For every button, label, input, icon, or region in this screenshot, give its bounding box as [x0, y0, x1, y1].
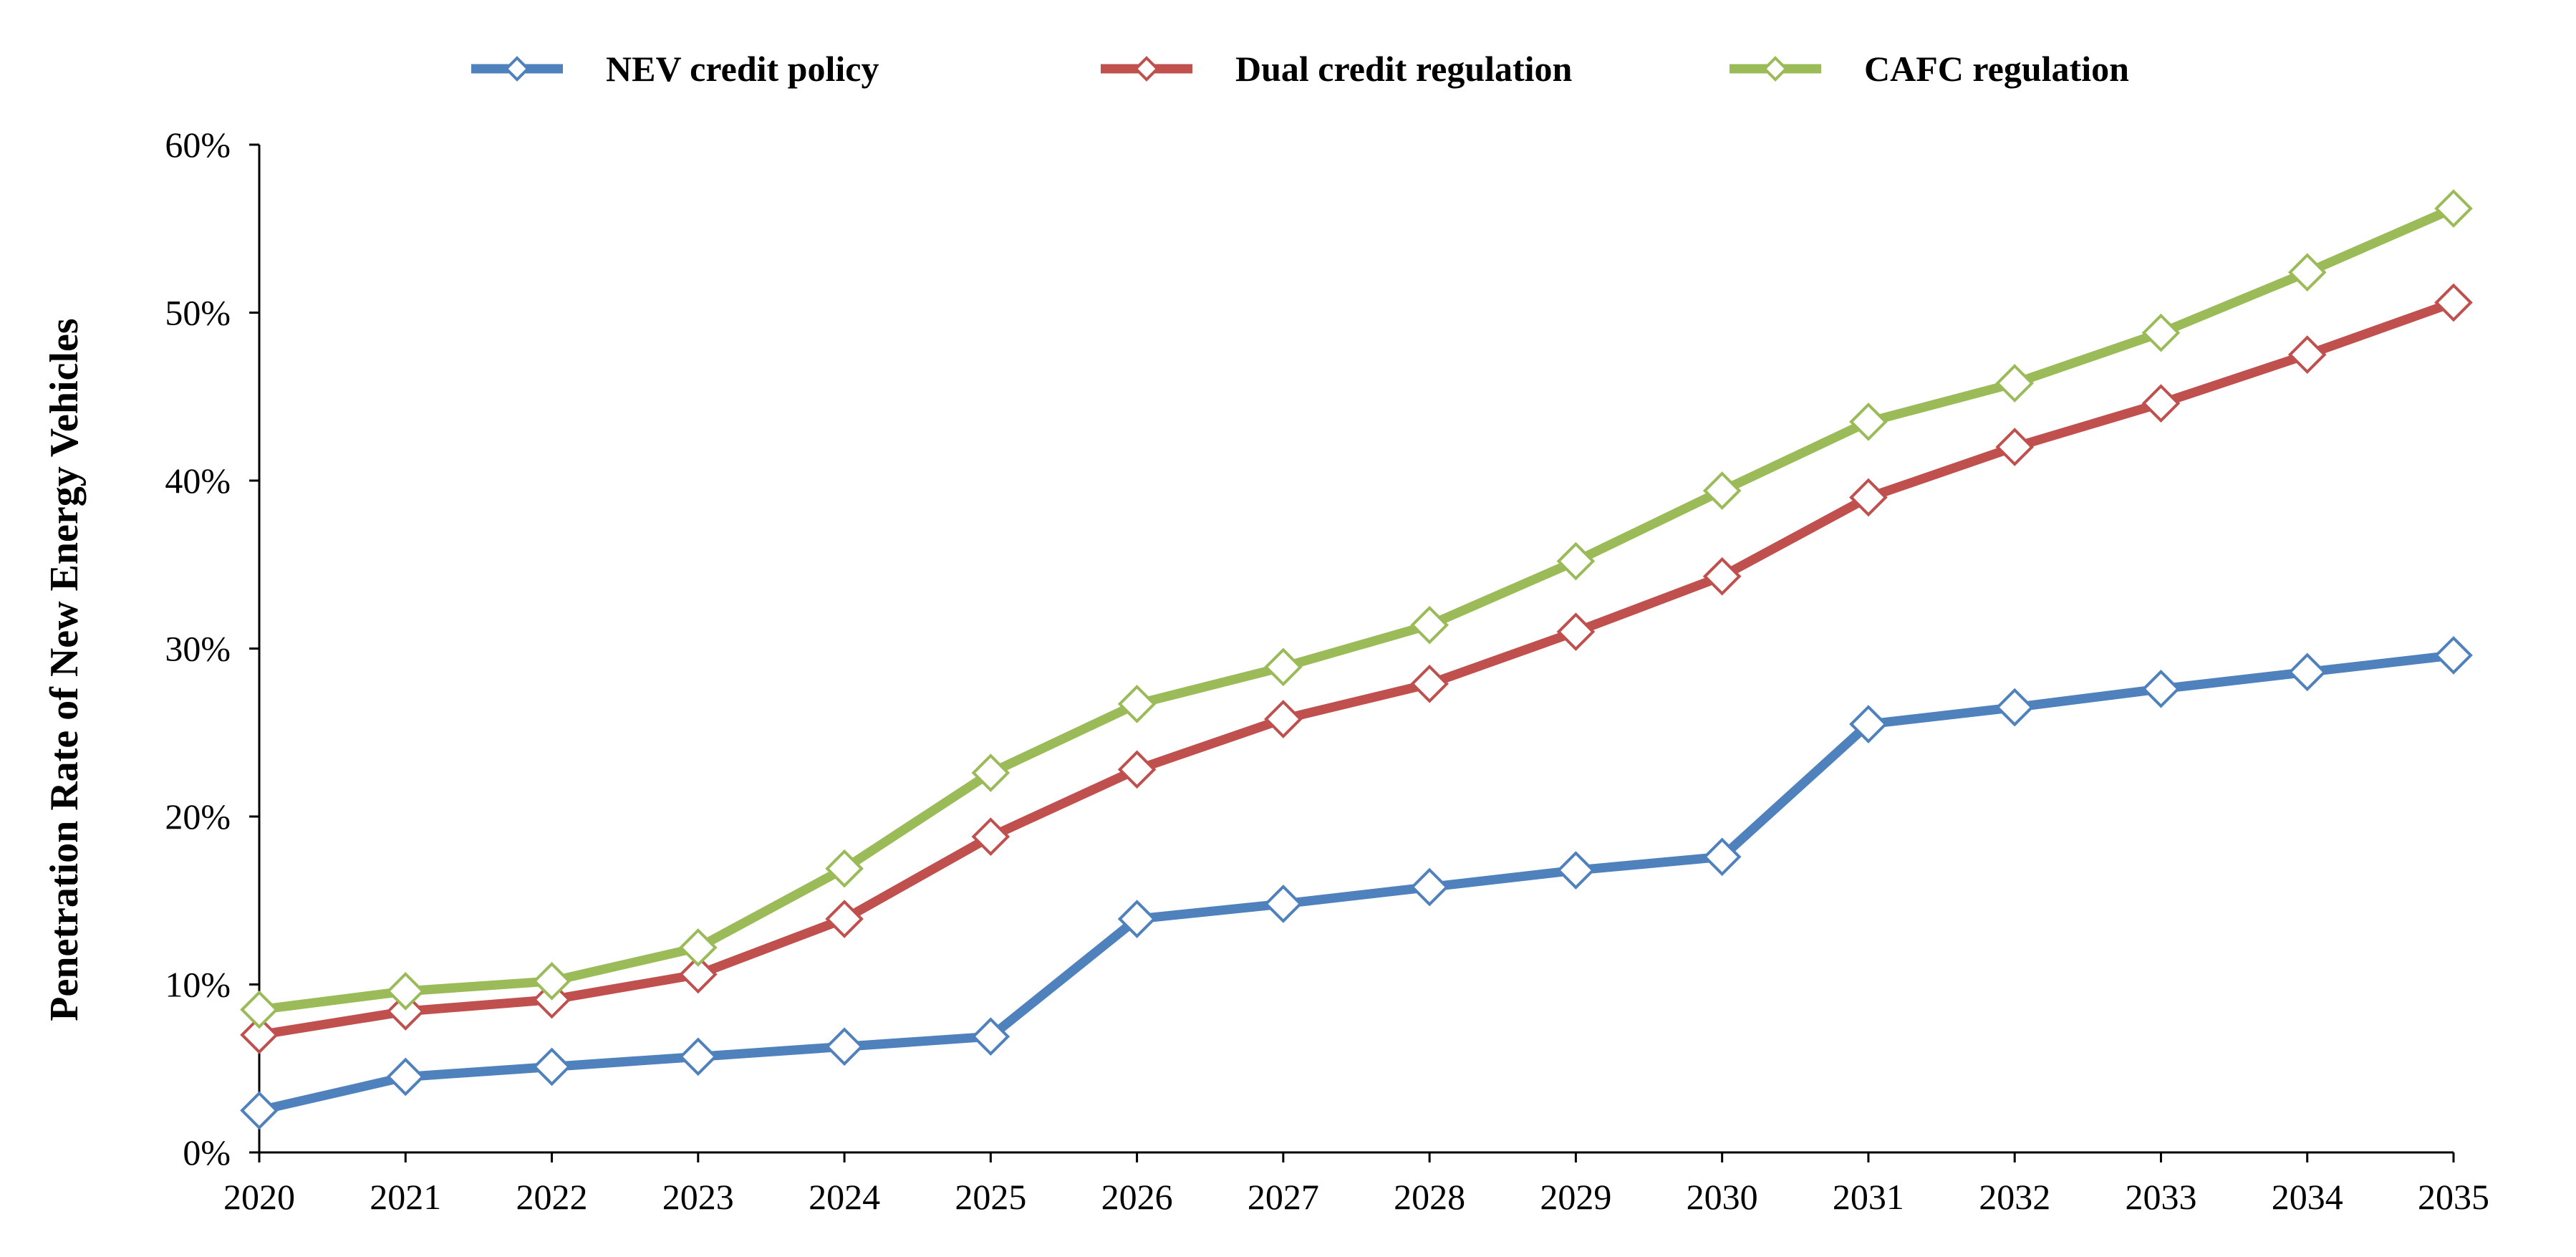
x-tick-label: 2034: [2272, 1177, 2343, 1217]
data-point-marker: [1995, 364, 2035, 403]
series-line: [258, 298, 2456, 1040]
series-layer: [240, 189, 2473, 1130]
x-tick-label: 2035: [2418, 1177, 2489, 1217]
data-point-marker: [1556, 851, 1596, 890]
data-point-marker: [1264, 885, 1303, 923]
data-point-marker: [1117, 900, 1157, 938]
data-point-marker: [1995, 428, 2035, 466]
data-point-marker: [1410, 664, 1449, 703]
y-tick-label: 50%: [165, 293, 231, 333]
legend-label: CAFC regulation: [1864, 49, 2129, 89]
data-point-marker: [532, 961, 571, 1001]
data-point-marker: [240, 990, 279, 1029]
data-point-marker: [1410, 867, 1449, 907]
legend-marker: [1762, 56, 1788, 82]
x-tick-label: 2025: [955, 1177, 1026, 1217]
x-tick-label: 2026: [1101, 1177, 1173, 1217]
y-tick-label: 10%: [165, 965, 231, 1005]
data-point-marker: [971, 1017, 1010, 1056]
data-point-marker: [2141, 384, 2181, 423]
data-point-marker: [532, 1047, 571, 1087]
series-1: [240, 636, 2473, 1130]
data-point-marker: [2434, 189, 2473, 228]
x-tick-label: 2020: [223, 1177, 295, 1217]
legend-label: NEV credit policy: [606, 49, 879, 89]
data-point-marker: [2287, 335, 2327, 374]
data-point-marker: [1556, 612, 1596, 651]
data-point-marker: [1702, 557, 1742, 596]
y-tick-label: 30%: [165, 629, 231, 669]
legend-item: Dual credit regulation: [1101, 49, 1573, 89]
data-point-marker: [2141, 313, 2181, 352]
y-tick-label: 20%: [165, 796, 231, 837]
data-point-marker: [1556, 541, 1596, 581]
data-point-marker: [678, 928, 718, 967]
x-tick-label: 2022: [516, 1177, 588, 1217]
data-point-marker: [2287, 253, 2327, 292]
x-tick-label: 2021: [370, 1177, 441, 1217]
legend-item: NEV credit policy: [471, 49, 879, 89]
y-tick-label: 60%: [165, 125, 231, 165]
y-axis-title: Penetration Rate of New Energy Vehicles: [42, 318, 87, 1021]
data-point-marker: [1995, 688, 2035, 727]
series-2: [240, 283, 2473, 1054]
data-point-marker: [386, 992, 425, 1031]
legend: NEV credit policy Dual credit regulation C…: [471, 49, 2129, 89]
legend-marker: [504, 56, 530, 82]
x-tick-label: 2029: [1540, 1177, 1611, 1217]
x-tick-label: 2030: [1687, 1177, 1758, 1217]
data-point-marker: [678, 1037, 718, 1077]
data-point-marker: [240, 1091, 279, 1130]
data-point-marker: [386, 972, 425, 1011]
data-point-marker: [2287, 652, 2327, 692]
y-axis-ticks: 0% 10% 20% 30% 40% 50% 60%: [165, 125, 259, 1172]
data-point-marker: [240, 1016, 279, 1054]
x-tick-label: 2024: [809, 1177, 880, 1217]
x-tick-label: 2031: [1833, 1177, 1904, 1217]
series-line: [258, 650, 2454, 1115]
data-point-marker: [825, 1027, 864, 1066]
x-tick-label: 2032: [1979, 1177, 2050, 1217]
series-3: [240, 189, 2473, 1029]
data-point-marker: [971, 753, 1010, 792]
data-point-marker: [1849, 403, 1888, 441]
data-point-marker: [825, 900, 864, 938]
data-point-marker: [1264, 647, 1303, 687]
y-tick-label: 0%: [183, 1132, 231, 1172]
x-axis-ticks: 2020 2021 2022 2023 2024 2025 2026 2027 2028 2029…: [223, 1152, 2489, 1217]
data-point-marker: [386, 1057, 425, 1097]
series-line: [259, 204, 2456, 1015]
data-point-marker: [825, 849, 864, 888]
legend-marker: [1134, 56, 1159, 82]
data-point-marker: [1849, 705, 1888, 743]
data-point-marker: [1410, 605, 1449, 645]
data-point-marker: [971, 817, 1010, 856]
data-point-marker: [1702, 837, 1742, 877]
data-point-marker: [1117, 685, 1157, 723]
data-point-marker: [2141, 669, 2181, 708]
x-tick-label: 2023: [662, 1177, 734, 1217]
data-point-marker: [1702, 471, 1742, 510]
legend-label: Dual credit regulation: [1235, 49, 1573, 89]
legend-item: CAFC regulation: [1730, 49, 2129, 89]
data-point-marker: [1849, 478, 1888, 517]
data-point-marker: [678, 955, 718, 994]
x-tick-label: 2028: [1394, 1177, 1465, 1217]
y-tick-label: 40%: [165, 461, 231, 501]
data-point-marker: [1264, 700, 1303, 738]
data-point-marker: [1117, 750, 1157, 789]
x-tick-label: 2033: [2125, 1177, 2196, 1217]
data-point-marker: [2434, 283, 2473, 322]
data-point-marker: [2434, 636, 2473, 675]
x-tick-label: 2027: [1248, 1177, 1319, 1217]
